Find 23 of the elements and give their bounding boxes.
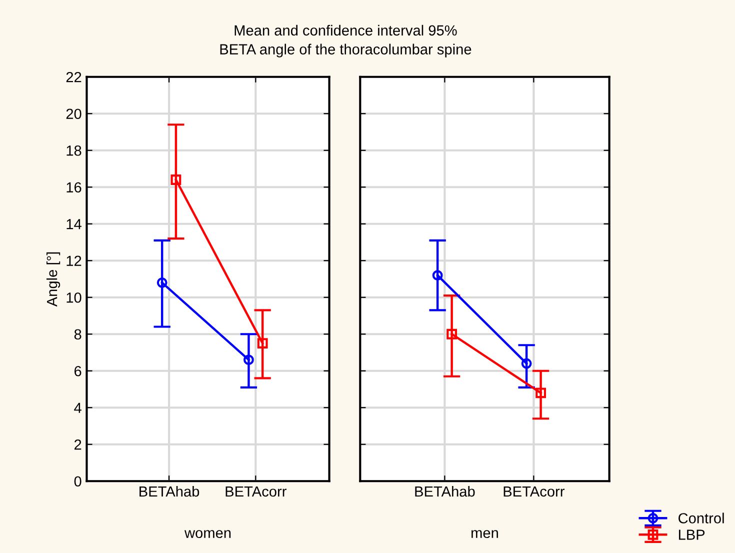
x-tick-label: BETAhab: [415, 486, 475, 497]
y-tick-label: 14: [66, 219, 82, 230]
y-tick-label: 0: [74, 476, 82, 487]
chart-title: Mean and confidence interval 95%: [234, 24, 457, 36]
x-tick-label: BETAcorr: [504, 486, 564, 497]
y-tick-label: 10: [66, 292, 82, 303]
legend-label: LBP: [678, 530, 705, 540]
legend-label: Control: [678, 512, 724, 524]
y-tick-label: 4: [74, 402, 82, 413]
y-tick-label: 18: [66, 145, 82, 156]
y-axis-title: Angle [°]: [46, 252, 60, 307]
y-tick-label: 12: [66, 256, 82, 266]
x-tick-label: BETAhab: [140, 486, 200, 497]
y-tick-label: 22: [66, 72, 82, 82]
y-tick-label: 6: [74, 366, 82, 376]
y-tick-label: 2: [74, 439, 82, 450]
x-axis-title: men: [472, 530, 498, 538]
y-tick-label: 20: [66, 108, 82, 120]
x-axis-title: women: [184, 530, 231, 538]
y-tick-label: 16: [66, 182, 82, 193]
x-tick-label: BETAcorr: [226, 486, 286, 497]
chart-subtitle: BETA angle of the thoracolumbar spine: [220, 44, 472, 58]
y-tick-label: 8: [74, 329, 82, 340]
